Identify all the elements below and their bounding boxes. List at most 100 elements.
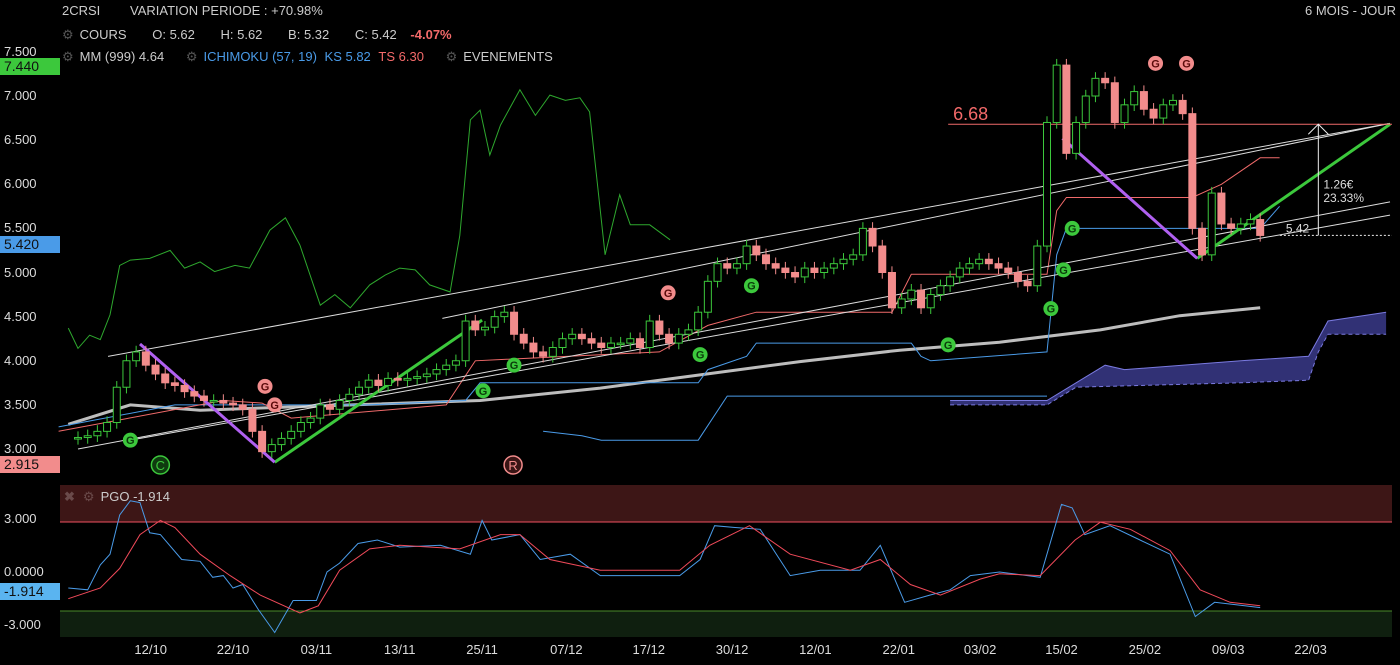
candle-up — [1130, 91, 1139, 106]
period-selector[interactable]: 6 MOIS - JOUR — [1304, 3, 1396, 18]
events-label: EVENEMENTS — [463, 49, 553, 64]
candle-up — [1120, 104, 1129, 123]
candle-up — [451, 360, 460, 366]
event-marker-bottom-label: R — [508, 458, 517, 473]
high-value: H: 5.62 — [220, 27, 263, 42]
event-marker-label: G — [270, 400, 279, 412]
pgo-panel-background — [60, 485, 1392, 637]
event-marker-label: G — [747, 281, 756, 293]
y-tick-label: 7.500 — [4, 43, 37, 59]
candle-up — [267, 444, 276, 453]
candle-up — [858, 227, 867, 256]
candle-up — [732, 263, 741, 269]
candle-up — [820, 267, 829, 273]
candle-up — [500, 311, 509, 318]
candle-up — [713, 263, 722, 282]
candle-down — [393, 377, 402, 381]
pgo-y-tick-label: 3.000 — [4, 510, 37, 526]
y-tick-label: 5.500 — [4, 220, 37, 236]
close-icon[interactable]: ✖ — [64, 489, 75, 504]
candle-up — [306, 417, 315, 424]
cours-legend: ⚙ COURS O: 5.62 H: 5.62 B: 5.32 C: 5.42 -… — [62, 27, 452, 43]
event-marker — [506, 357, 522, 373]
candle-down — [1110, 82, 1119, 123]
x-tick-label: 15/02 — [1045, 642, 1078, 657]
candle-up — [703, 280, 712, 313]
x-tick-label: 22/03 — [1294, 642, 1327, 657]
y-tick-label: 3.500 — [4, 396, 37, 412]
event-marker-label: G — [261, 381, 270, 393]
trendline-white — [107, 122, 1391, 357]
candle-down — [519, 333, 528, 344]
candle-down — [752, 245, 761, 256]
event-marker-label: G — [510, 360, 519, 372]
candle-down — [151, 364, 160, 375]
candle-down — [665, 333, 674, 344]
event-marker — [1148, 55, 1164, 71]
candle-up — [558, 338, 567, 349]
event-marker-bottom — [503, 455, 523, 475]
candle-down — [529, 342, 538, 353]
candle-down — [1149, 108, 1158, 119]
candle-up — [277, 437, 286, 446]
measure-arrow-icon — [1307, 123, 1329, 135]
gear-icon[interactable]: ⚙ — [62, 49, 74, 64]
candle-down — [984, 258, 993, 265]
x-tick-label: 03/11 — [300, 642, 333, 657]
pgo-current-badge: -1.914 — [0, 583, 60, 600]
event-marker-label: G — [1059, 265, 1068, 277]
event-marker-label: G — [664, 288, 673, 300]
candle-up — [839, 258, 848, 265]
gear-icon[interactable]: ⚙ — [185, 49, 198, 64]
x-tick-label: 22/10 — [216, 642, 250, 657]
candle-up — [122, 360, 131, 388]
trendline-white — [77, 201, 1391, 450]
pgo-legend: ✖ ⚙ PGO -1.914 — [64, 489, 170, 505]
candle-up — [442, 364, 451, 371]
open-value: O: 5.62 — [152, 27, 195, 42]
candle-down — [1004, 267, 1013, 273]
candle-down — [1101, 77, 1110, 84]
candle-down — [994, 263, 1003, 269]
event-marker-label: G — [126, 435, 135, 447]
y-tick-label: 4.000 — [4, 352, 37, 368]
measure-amount: 1.26€ — [1323, 178, 1353, 192]
gear-icon[interactable]: ⚙ — [62, 27, 74, 42]
candle-down — [471, 320, 480, 331]
candle-up — [568, 333, 577, 340]
candle-down — [1256, 219, 1265, 236]
candle-down — [1188, 113, 1197, 229]
candle-down — [1227, 223, 1236, 229]
x-tick-label: 30/12 — [715, 642, 749, 657]
candle-up — [907, 289, 916, 300]
pgo-series-pgo — [68, 500, 1261, 634]
gear-icon[interactable]: ⚙ — [445, 49, 458, 64]
variation-label: VARIATION PERIODE : +70.98% — [130, 3, 323, 18]
event-marker — [1055, 262, 1071, 278]
candle-down — [771, 263, 780, 269]
candle-up — [1168, 99, 1177, 106]
candle-down — [1013, 272, 1022, 282]
tenkan-line — [58, 157, 1280, 432]
measure-percent: 23.33% — [1323, 191, 1364, 205]
candle-up — [83, 435, 92, 439]
event-marker-label: G — [1151, 58, 1160, 70]
event-marker — [1064, 220, 1080, 236]
candle-up — [897, 298, 906, 309]
candle-up — [355, 386, 364, 395]
candle-up — [946, 276, 955, 287]
gear-icon[interactable]: ⚙ — [82, 489, 95, 504]
candle-down — [248, 408, 257, 432]
event-marker-label: G — [696, 350, 705, 362]
cours-label: COURS — [79, 27, 127, 42]
pgo-y-tick-label: 0.0000 — [4, 564, 44, 579]
level-label: 6.68 — [953, 104, 988, 124]
candle-up — [287, 430, 296, 439]
x-tick-label: 22/01 — [882, 642, 916, 657]
candle-up — [936, 285, 945, 296]
candle-down — [878, 245, 887, 273]
candle-down — [791, 272, 800, 278]
x-tick-label: 25/11 — [466, 642, 498, 657]
candle-down — [917, 289, 926, 309]
